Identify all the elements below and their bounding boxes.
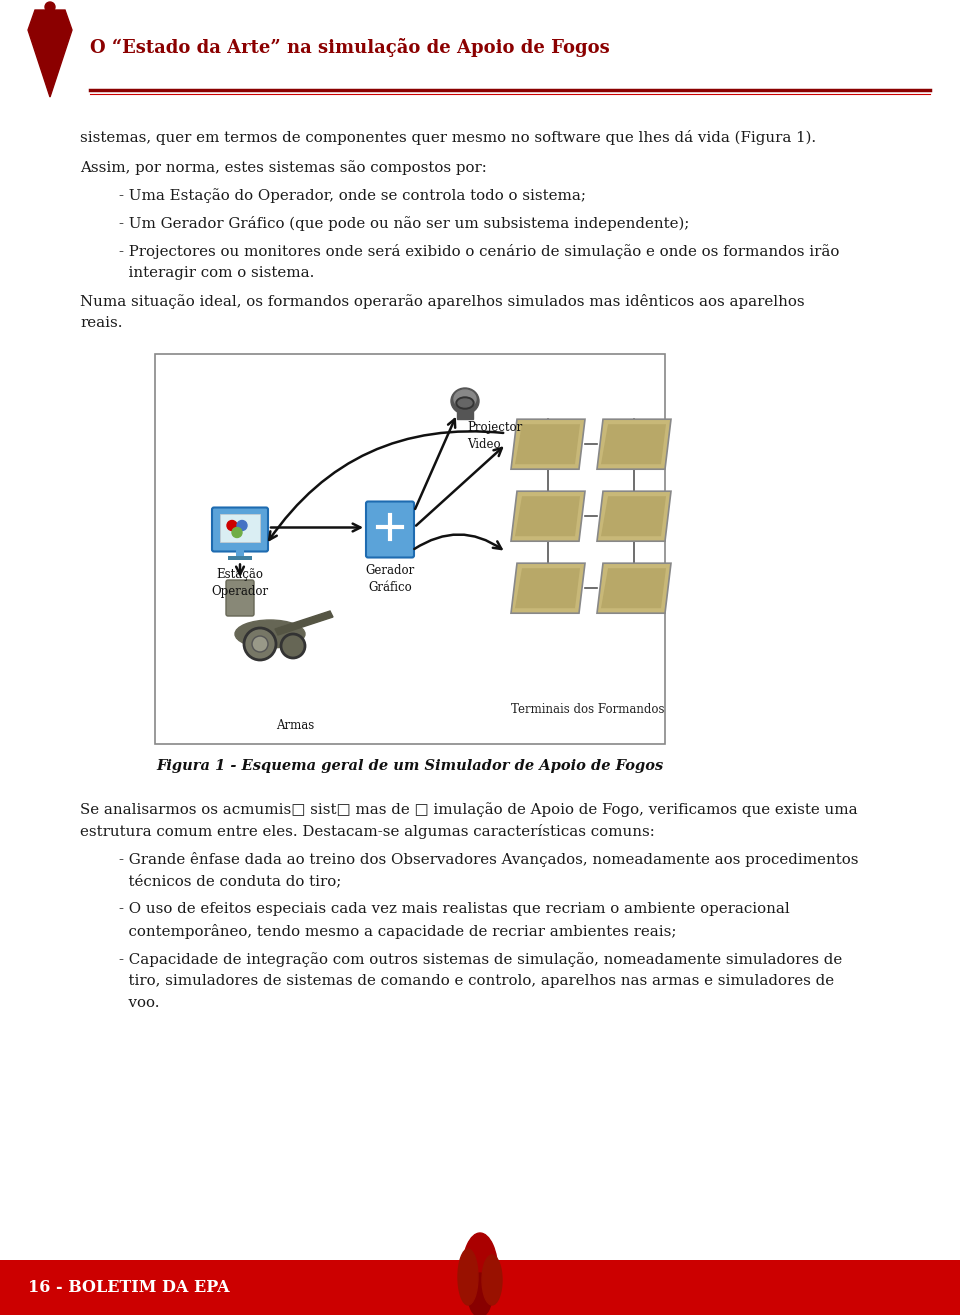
Text: interagir com o sistema.: interagir com o sistema.	[100, 266, 314, 280]
Polygon shape	[515, 425, 580, 464]
Bar	[0, 1260, 960, 1315]
Circle shape	[237, 521, 247, 530]
Bar	[155, 354, 665, 744]
Text: Estação
Operador: Estação Operador	[211, 568, 269, 597]
Text: - Capacidade de integração com outros sistemas de simulação, nomeadamente simula: - Capacidade de integração com outros si…	[100, 952, 842, 967]
Polygon shape	[275, 611, 333, 635]
Polygon shape	[515, 568, 580, 609]
Ellipse shape	[468, 1273, 492, 1315]
Polygon shape	[515, 496, 580, 537]
Bar	[236, 548, 244, 556]
Ellipse shape	[451, 388, 479, 414]
Text: O “Estado da Arte” na simulação de Apoio de Fogos: O “Estado da Arte” na simulação de Apoio…	[90, 38, 610, 57]
Polygon shape	[597, 563, 671, 613]
Polygon shape	[511, 419, 585, 469]
Bar	[0, 0, 960, 100]
Ellipse shape	[458, 1249, 478, 1304]
Text: Se analisarmos os acmumis□ sist□ mas de □ imulação de Apoio de Fogo, verificamos: Se analisarmos os acmumis□ sist□ mas de …	[80, 802, 857, 817]
Text: Terminais dos Formandos: Terminais dos Formandos	[512, 704, 664, 715]
Polygon shape	[601, 425, 666, 464]
Text: - Projectores ou monitores onde será exibido o cenário de simulação e onde os fo: - Projectores ou monitores onde será exi…	[100, 245, 839, 259]
Text: Assim, por norma, estes sistemas são compostos por:: Assim, por norma, estes sistemas são com…	[80, 160, 487, 175]
Circle shape	[232, 527, 242, 538]
Ellipse shape	[482, 1255, 502, 1304]
Text: - O uso de efeitos especiais cada vez mais realistas que recriam o ambiente oper: - O uso de efeitos especiais cada vez ma…	[100, 902, 790, 917]
Text: técnicos de conduta do tiro;: técnicos de conduta do tiro;	[100, 874, 342, 888]
Polygon shape	[601, 568, 666, 609]
FancyBboxPatch shape	[366, 501, 414, 558]
Circle shape	[281, 634, 305, 658]
Text: Gerador
Gráfico: Gerador Gráfico	[366, 564, 415, 593]
Text: reais.: reais.	[80, 316, 123, 330]
Text: - Grande ênfase dada ao treino dos Observadores Avançados, nomeadamente aos proc: - Grande ênfase dada ao treino dos Obser…	[100, 852, 858, 867]
Text: Armas: Armas	[276, 719, 314, 732]
Text: contemporâneo, tendo mesmo a capacidade de recriar ambientes reais;: contemporâneo, tendo mesmo a capacidade …	[100, 924, 677, 939]
Polygon shape	[597, 419, 671, 469]
Text: estrutura comum entre eles. Destacam-se algumas características comuns:: estrutura comum entre eles. Destacam-se …	[80, 825, 655, 839]
Ellipse shape	[235, 619, 305, 648]
Polygon shape	[28, 11, 72, 97]
FancyBboxPatch shape	[212, 508, 268, 551]
Polygon shape	[601, 496, 666, 537]
Text: sistemas, quer em termos de componentes quer mesmo no software que lhes dá vida : sistemas, quer em termos de componentes …	[80, 130, 816, 145]
Ellipse shape	[456, 397, 474, 409]
Ellipse shape	[462, 1233, 498, 1312]
FancyBboxPatch shape	[226, 580, 254, 615]
Text: tiro, simuladores de sistemas de comando e controlo, aparelhos nas armas e simul: tiro, simuladores de sistemas de comando…	[100, 974, 834, 988]
Text: Figura 1 - Esquema geral de um Simulador de Apoio de Fogos: Figura 1 - Esquema geral de um Simulador…	[156, 759, 663, 773]
Circle shape	[227, 521, 237, 530]
FancyArrowPatch shape	[269, 431, 503, 540]
Text: Numa situação ideal, os formandos operarão aparelhos simulados mas idênticos aos: Numa situação ideal, os formandos operar…	[80, 295, 804, 309]
Circle shape	[244, 629, 276, 660]
Ellipse shape	[458, 398, 472, 408]
Bar	[457, 408, 473, 419]
Text: 16 - BOLETIM DA EPA: 16 - BOLETIM DA EPA	[28, 1278, 229, 1295]
Ellipse shape	[454, 391, 476, 408]
Circle shape	[252, 636, 268, 652]
Polygon shape	[511, 492, 585, 542]
Polygon shape	[597, 492, 671, 542]
Text: Projector
Video: Projector Video	[467, 421, 522, 451]
Text: voo.: voo.	[100, 995, 159, 1010]
Text: - Um Gerador Gráfico (que pode ou não ser um subsistema independente);: - Um Gerador Gráfico (que pode ou não se…	[100, 216, 689, 231]
Circle shape	[45, 3, 55, 12]
Polygon shape	[511, 563, 585, 613]
Text: - Uma Estação do Operador, onde se controla todo o sistema;: - Uma Estação do Operador, onde se contr…	[100, 188, 586, 203]
Bar	[220, 513, 260, 542]
Bar	[228, 555, 252, 559]
FancyArrowPatch shape	[415, 534, 501, 548]
